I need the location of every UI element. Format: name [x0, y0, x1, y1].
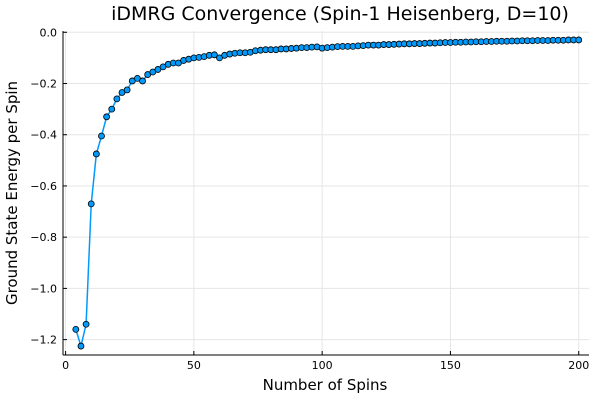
y-axis-label: Ground State Energy per Spin: [3, 81, 21, 305]
axes-layer: [62, 31, 589, 356]
y-tick-label: 0.0: [40, 26, 58, 39]
x-tick-label: 150: [440, 359, 461, 372]
data-point: [123, 86, 131, 94]
y-tick-label: −1.2: [30, 334, 57, 347]
data-point: [92, 150, 100, 158]
data-point: [113, 95, 121, 103]
x-axis-label: Number of Spins: [263, 376, 388, 394]
data-point: [82, 320, 90, 328]
y-tick-label: −0.4: [30, 129, 57, 142]
ticks-layer: 0 50 100 150 200 0.0 −0.2 −0.4 −0.6 −0.8 −1.0 −1.2: [30, 26, 589, 372]
data-point: [210, 51, 218, 59]
chart-title: iDMRG Convergence (Spin-1 Heisenberg, D=…: [111, 3, 569, 25]
series-line: [75, 39, 579, 349]
x-tick-label: 100: [312, 359, 333, 372]
y-tick-label: −0.2: [30, 78, 57, 91]
grid-layer: [63, 31, 589, 355]
data-point: [98, 132, 105, 140]
y-tick-label: −1.0: [30, 282, 57, 295]
data-point: [77, 342, 85, 350]
series-layer: [72, 36, 583, 350]
data-point: [72, 325, 80, 333]
x-tick-label: 0: [62, 359, 69, 372]
data-point: [139, 77, 146, 85]
y-tick-label: −0.6: [30, 180, 57, 193]
x-tick-label: 200: [568, 359, 589, 372]
data-point: [575, 36, 583, 44]
data-point: [87, 200, 95, 208]
data-point: [108, 105, 116, 113]
x-tick-label: 50: [187, 359, 201, 372]
data-point: [103, 113, 111, 121]
y-tick-label: −0.8: [30, 231, 57, 244]
